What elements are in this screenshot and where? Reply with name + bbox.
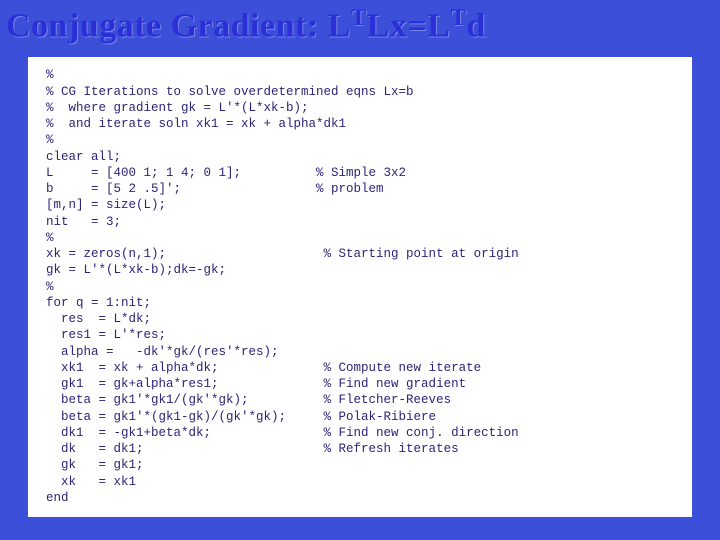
slide-title: Conjugate Gradient: LTLx=LTd	[0, 0, 720, 57]
code-listing: % % CG Iterations to solve overdetermine…	[46, 67, 678, 506]
title-super-1: T	[351, 5, 367, 31]
code-panel: % % CG Iterations to solve overdetermine…	[28, 57, 692, 517]
title-part-4: d	[466, 7, 485, 44]
title-part-2: Lx=L	[367, 7, 451, 44]
title-super-3: T	[450, 5, 466, 31]
title-part-0: Conjugate Gradient: L	[6, 7, 351, 44]
